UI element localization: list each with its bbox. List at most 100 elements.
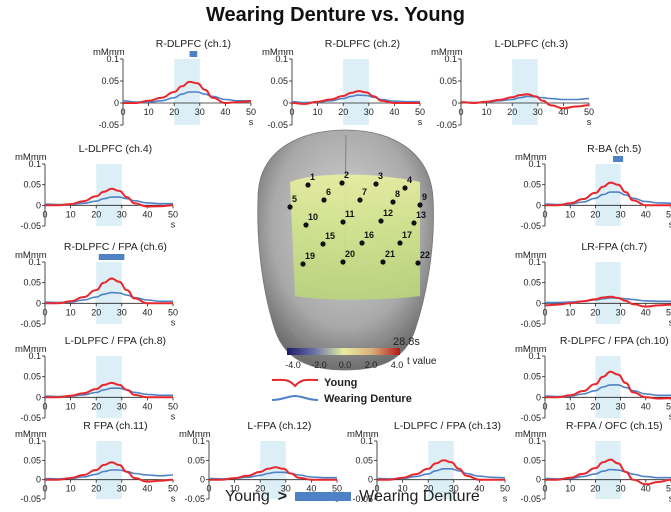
x-tick-label: 40 (474, 484, 484, 494)
y-axis-unit: mMmm (515, 152, 547, 163)
y-tick-label: 0.1 (528, 351, 541, 361)
x-tick-label: 0 (289, 107, 294, 117)
significance-bar (98, 254, 125, 260)
y-tick-label: 0.1 (444, 54, 457, 64)
x-tick-label: 30 (616, 209, 626, 219)
x-tick-label: 50 (500, 484, 510, 494)
y-axis-unit: mMmm (347, 429, 379, 440)
x-axis-unit: s (171, 317, 176, 327)
legend-denture-label: Wearing Denture (324, 393, 412, 405)
x-tick-label: 0 (120, 107, 125, 117)
x-tick-label: 0 (42, 209, 47, 219)
young-line (45, 187, 174, 208)
x-axis-unit: s (669, 494, 671, 504)
y-tick-label: 0 (452, 98, 457, 108)
x-tick-label: 0 (42, 484, 47, 494)
x-tick-label: 50 (666, 401, 671, 411)
denture-line (545, 297, 671, 304)
y-tick-label: -0.05 (184, 494, 205, 504)
x-axis-unit: s (587, 117, 592, 127)
y-tick-label: -0.05 (20, 494, 41, 504)
x-tick-label: 50 (666, 484, 671, 494)
footer-legend: Young > Wearing Denture (225, 488, 480, 506)
panel-title: L-DLPFC / FPA (ch.8) (65, 335, 166, 347)
y-tick-label: 0.05 (523, 278, 541, 288)
x-tick-label: 30 (117, 209, 127, 219)
young-line (291, 90, 420, 105)
footer-denture: Wearing Denture (359, 488, 480, 505)
y-tick-label: -0.05 (98, 120, 119, 130)
significance-bar (613, 156, 624, 162)
y-tick-label: -0.05 (20, 221, 41, 231)
panel-title: L-DLPFC (ch.4) (79, 143, 153, 155)
y-tick-label: 0.05 (23, 455, 41, 465)
x-tick-label: 40 (641, 484, 651, 494)
y-axis-unit: mMmm (515, 344, 547, 355)
x-tick-label: 0 (374, 484, 379, 494)
y-tick-label: 0 (283, 98, 288, 108)
legend-denture-line (271, 394, 319, 401)
x-tick-label: 50 (584, 107, 594, 117)
y-axis-unit: mMmm (179, 429, 211, 440)
y-tick-label: 0.05 (523, 180, 541, 190)
y-tick-label: 0.05 (23, 278, 41, 288)
y-tick-label: 0.05 (23, 372, 41, 382)
x-axis-unit: s (171, 411, 176, 421)
y-tick-label: -0.05 (520, 413, 541, 423)
x-tick-label: 30 (449, 484, 459, 494)
x-axis-unit: s (249, 117, 254, 127)
y-tick-label: 0 (536, 392, 541, 402)
x-tick-label: 10 (144, 107, 154, 117)
panel-title: R-FPA / OFC (ch.15) (566, 420, 663, 432)
channel-plot: 0.10.050-0.050 10 20 30 40 50L-DLPFC / FPA (c… (15, 335, 178, 423)
task-window (595, 262, 621, 324)
panel-title: R FPA (ch.11) (83, 420, 147, 432)
x-tick-label: 40 (142, 307, 152, 317)
x-tick-label: 0 (458, 107, 463, 117)
x-tick-label: 50 (168, 307, 178, 317)
x-tick-label: 20 (91, 209, 101, 219)
x-tick-label: 30 (533, 107, 543, 117)
y-axis-unit: mMmm (15, 344, 47, 355)
y-axis-unit: mMmm (15, 152, 47, 163)
y-tick-label: 0.1 (528, 159, 541, 169)
channel-plot: 0.10.050-0.050 10 20 30 40 50L-DLPFC (ch.4)mM… (15, 143, 178, 231)
time-label: 28.8s (393, 336, 420, 348)
x-tick-label: 0 (542, 401, 547, 411)
young-line (123, 80, 252, 105)
y-tick-label: 0.1 (192, 436, 205, 446)
y-tick-label: -0.05 (436, 120, 457, 130)
y-tick-label: -0.05 (20, 413, 41, 423)
y-tick-label: 0 (536, 200, 541, 210)
young-line (544, 295, 671, 308)
task-window (96, 164, 122, 226)
x-tick-label: 40 (641, 307, 651, 317)
y-tick-label: -0.05 (520, 221, 541, 231)
significance-swatch (295, 492, 352, 502)
y-tick-label: 0 (200, 475, 205, 485)
x-tick-label: 0 (206, 484, 211, 494)
y-tick-label: 0.1 (28, 351, 41, 361)
x-tick-label: 0 (542, 484, 547, 494)
x-tick-label: 40 (558, 107, 568, 117)
denture-line (122, 91, 251, 103)
young-line (460, 93, 590, 110)
x-tick-label: 50 (246, 107, 256, 117)
x-tick-label: 10 (66, 401, 76, 411)
x-tick-label: 50 (168, 209, 178, 219)
x-tick-label: 50 (666, 209, 671, 219)
y-tick-label: 0.05 (523, 372, 541, 382)
y-tick-label: 0.1 (28, 159, 41, 169)
panel-title: R-DLPFC (ch.1) (156, 38, 231, 50)
young-line (44, 277, 173, 305)
y-tick-label: -0.05 (520, 494, 541, 504)
task-window (595, 356, 621, 418)
x-tick-label: 30 (616, 307, 626, 317)
x-tick-label: 50 (168, 484, 178, 494)
x-tick-label: 40 (306, 484, 316, 494)
x-tick-label: 10 (66, 209, 76, 219)
y-tick-label: 0.1 (106, 54, 119, 64)
y-tick-label: 0.05 (270, 76, 288, 86)
x-tick-label: 40 (641, 401, 651, 411)
